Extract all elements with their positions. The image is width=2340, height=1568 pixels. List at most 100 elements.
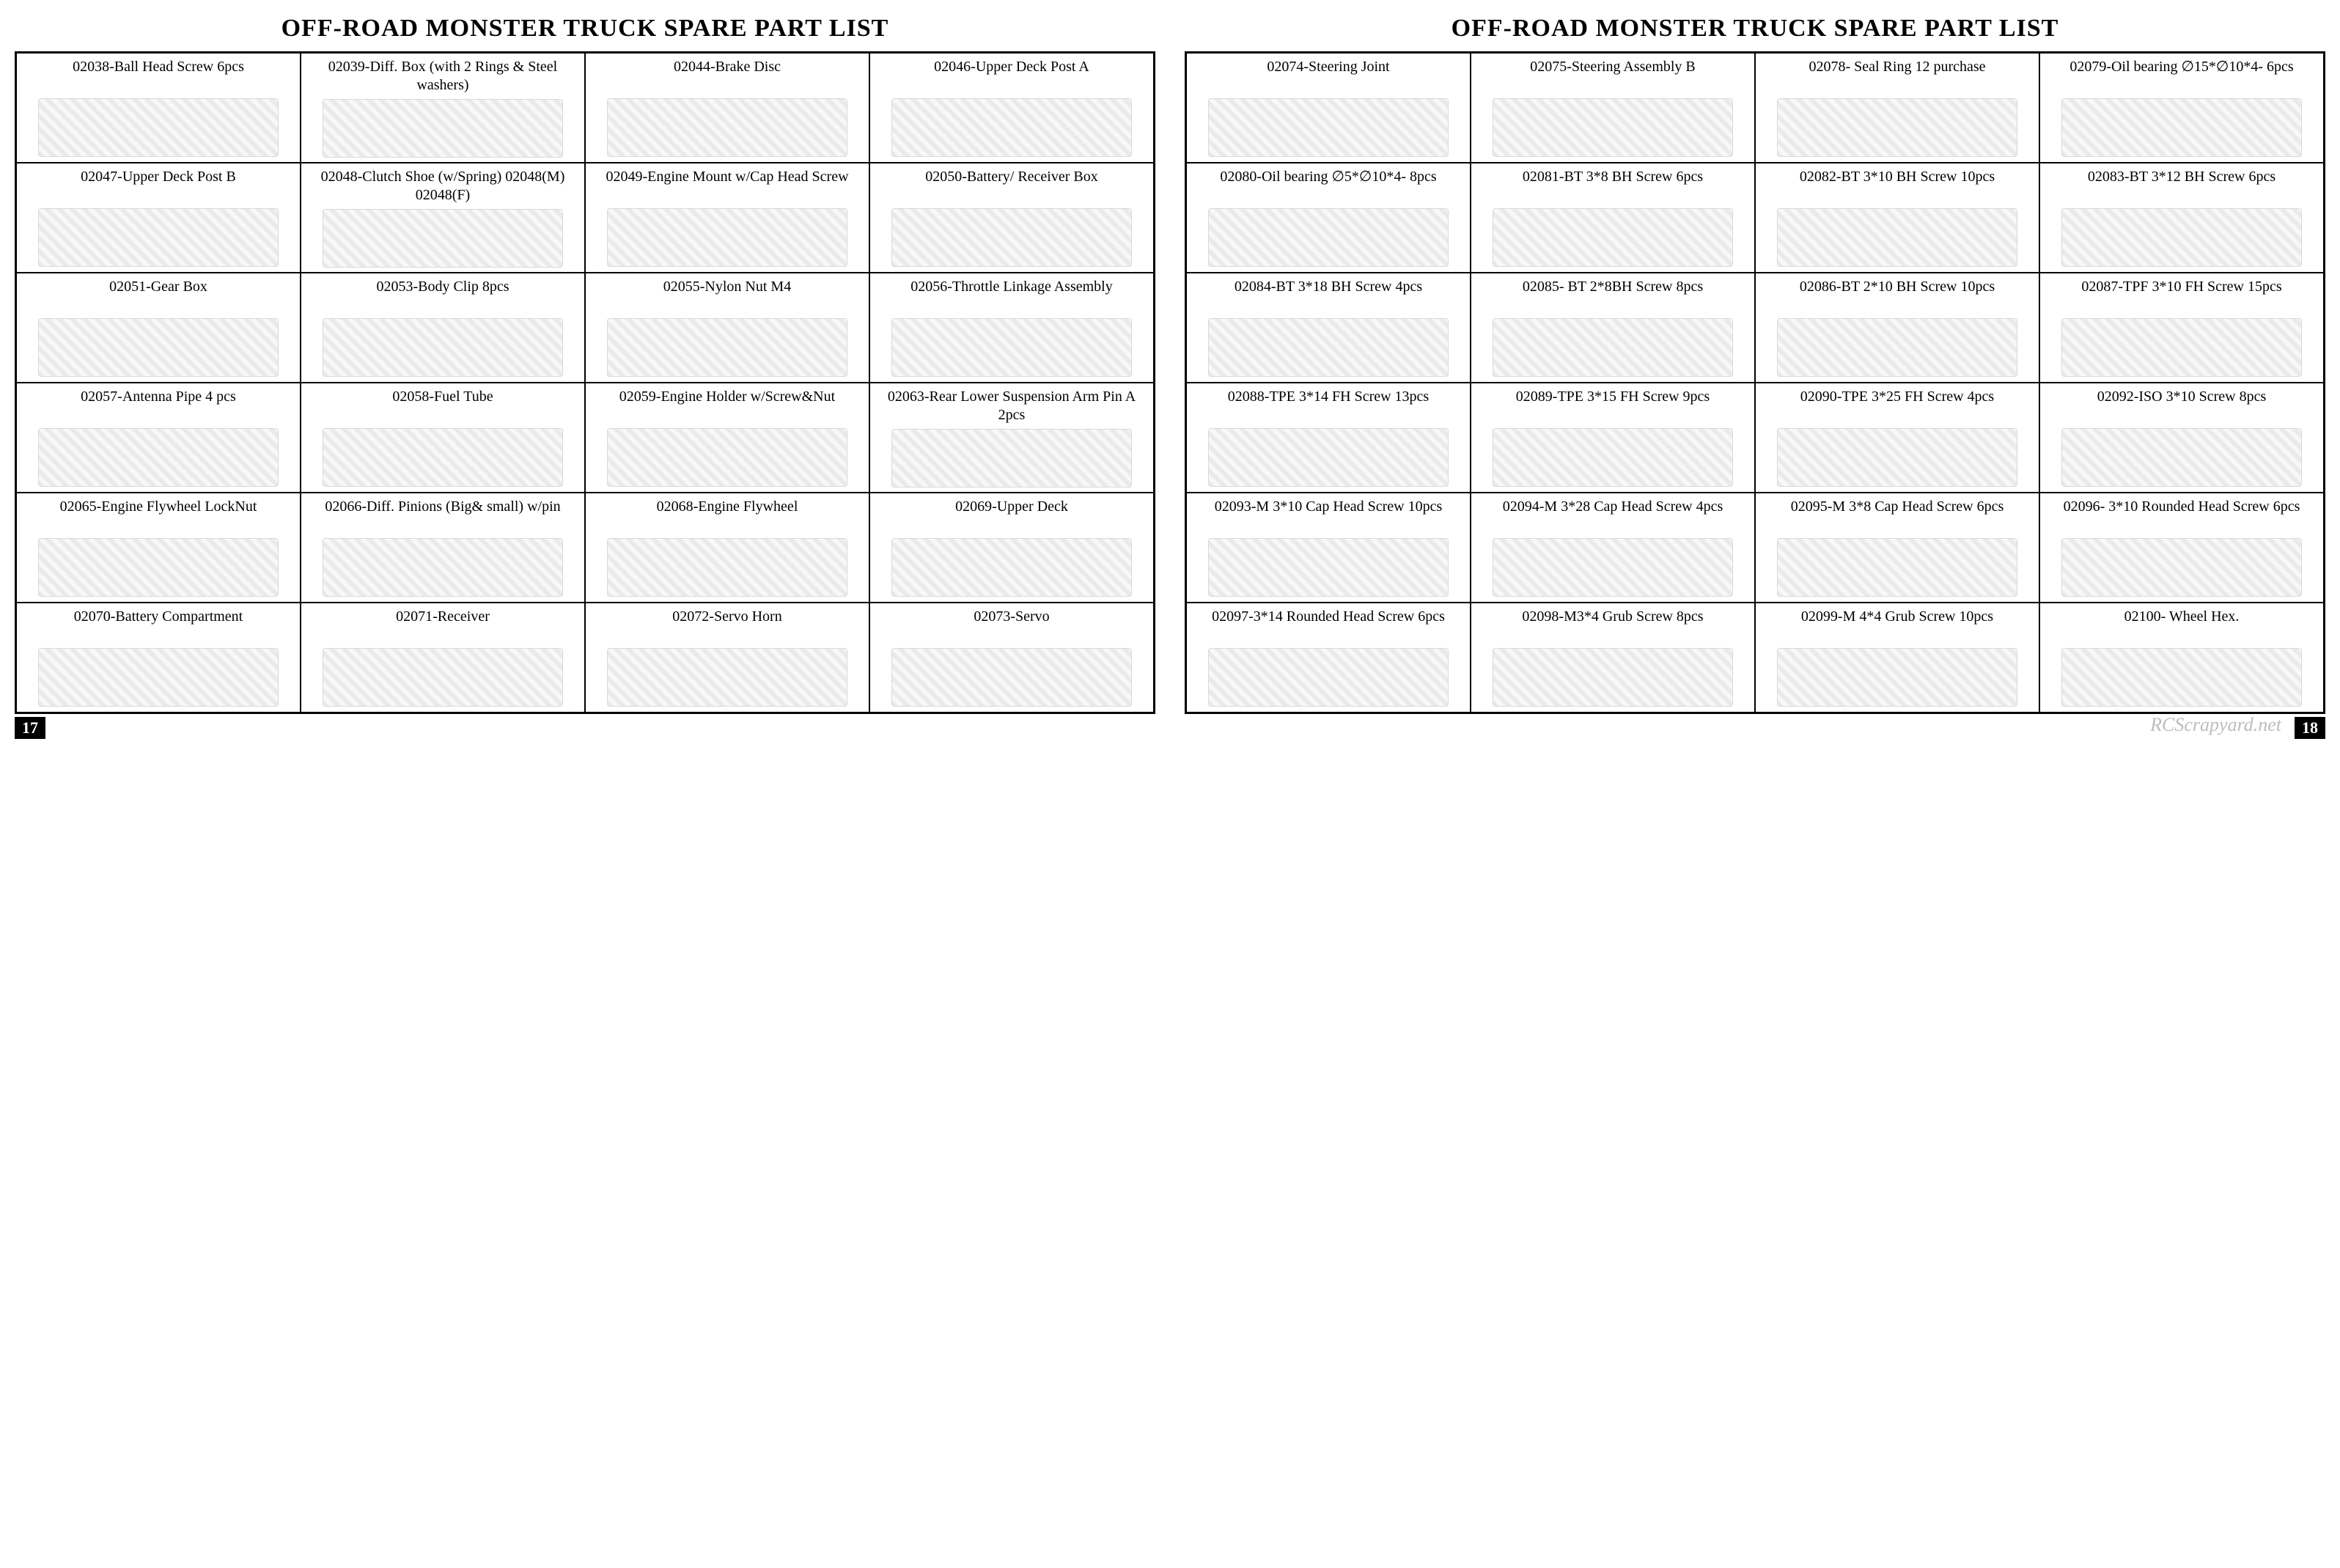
part-illustration: [307, 536, 578, 599]
illustration-placeholder: [1208, 648, 1449, 707]
part-label: 02063-Rear Lower Suspension Arm Pin A 2p…: [876, 388, 1147, 424]
part-label: 02089-TPE 3*15 FH Screw 9pcs: [1477, 388, 1748, 423]
part-cell: 02082-BT 3*10 BH Screw 10pcs: [1755, 163, 2039, 273]
part-illustration: [23, 426, 294, 489]
part-cell: 02044-Brake Disc: [585, 53, 869, 163]
part-cell: 02074-Steering Joint: [1186, 53, 1471, 163]
part-illustration: [2046, 426, 2317, 489]
page-right: OFF-ROAD MONSTER TRUCK SPARE PART LIST 0…: [1185, 15, 2325, 714]
part-cell: 02089-TPE 3*15 FH Screw 9pcs: [1471, 383, 1755, 493]
part-cell: 02080-Oil bearing ∅5*∅10*4- 8pcs: [1186, 163, 1471, 273]
illustration-placeholder: [1493, 648, 1733, 707]
part-cell: 02090-TPE 3*25 FH Screw 4pcs: [1755, 383, 2039, 493]
part-label: 02049-Engine Mount w/Cap Head Screw: [592, 168, 863, 203]
part-illustration: [307, 207, 578, 269]
part-cell: 02087-TPF 3*10 FH Screw 15pcs: [2039, 273, 2324, 383]
part-label: 02074-Steering Joint: [1193, 58, 1464, 93]
part-illustration: [876, 646, 1147, 709]
illustration-placeholder: [1208, 428, 1449, 487]
part-cell: 02039-Diff. Box (with 2 Rings & Steel wa…: [301, 53, 585, 163]
part-label: 02044-Brake Disc: [592, 58, 863, 93]
part-illustration: [1193, 206, 1464, 269]
part-illustration: [592, 96, 863, 159]
part-illustration: [876, 536, 1147, 599]
illustration-placeholder: [1777, 538, 2017, 597]
illustration-placeholder: [607, 538, 847, 597]
illustration-placeholder: [891, 98, 1132, 157]
illustration-placeholder: [1208, 208, 1449, 267]
illustration-placeholder: [1208, 318, 1449, 377]
part-illustration: [876, 206, 1147, 269]
illustration-placeholder: [2061, 428, 2302, 487]
part-cell: 02051-Gear Box: [16, 273, 301, 383]
part-label: 02069-Upper Deck: [876, 498, 1147, 533]
illustration-placeholder: [891, 208, 1132, 267]
part-cell: 02056-Throttle Linkage Assembly: [869, 273, 1154, 383]
illustration-placeholder: [607, 208, 847, 267]
part-illustration: [1477, 316, 1748, 379]
illustration-placeholder: [1777, 648, 2017, 707]
part-cell: 02065-Engine Flywheel LockNut: [16, 493, 301, 603]
parts-grid-right: 02074-Steering Joint02075-Steering Assem…: [1185, 51, 2325, 714]
part-label: 02058-Fuel Tube: [307, 388, 578, 423]
part-cell: 02096- 3*10 Rounded Head Screw 6pcs: [2039, 493, 2324, 603]
part-label: 02059-Engine Holder w/Screw&Nut: [592, 388, 863, 423]
part-label: 02096- 3*10 Rounded Head Screw 6pcs: [2046, 498, 2317, 533]
part-illustration: [307, 426, 578, 489]
part-illustration: [1477, 206, 1748, 269]
part-cell: 02084-BT 3*18 BH Screw 4pcs: [1186, 273, 1471, 383]
part-cell: 02075-Steering Assembly B: [1471, 53, 1755, 163]
illustration-placeholder: [38, 208, 279, 267]
part-label: 02051-Gear Box: [23, 278, 294, 313]
illustration-placeholder: [891, 538, 1132, 597]
part-illustration: [23, 536, 294, 599]
part-illustration: [1762, 96, 2033, 159]
part-illustration: [876, 96, 1147, 159]
illustration-placeholder: [323, 318, 563, 377]
part-cell: 02069-Upper Deck: [869, 493, 1154, 603]
part-cell: 02058-Fuel Tube: [301, 383, 585, 493]
part-cell: 02048-Clutch Shoe (w/Spring) 02048(M) 02…: [301, 163, 585, 273]
part-label: 02055-Nylon Nut M4: [592, 278, 863, 313]
part-illustration: [1193, 646, 1464, 709]
part-illustration: [592, 316, 863, 379]
part-cell: 02063-Rear Lower Suspension Arm Pin A 2p…: [869, 383, 1154, 493]
part-label: 02080-Oil bearing ∅5*∅10*4- 8pcs: [1193, 168, 1464, 203]
part-illustration: [2046, 646, 2317, 709]
part-label: 02083-BT 3*12 BH Screw 6pcs: [2046, 168, 2317, 203]
part-cell: 02073-Servo: [869, 603, 1154, 713]
part-label: 02087-TPF 3*10 FH Screw 15pcs: [2046, 278, 2317, 313]
part-illustration: [1477, 536, 1748, 599]
illustration-placeholder: [891, 429, 1132, 487]
illustration-placeholder: [38, 318, 279, 377]
part-cell: 02094-M 3*28 Cap Head Screw 4pcs: [1471, 493, 1755, 603]
part-cell: 02081-BT 3*8 BH Screw 6pcs: [1471, 163, 1755, 273]
part-illustration: [23, 646, 294, 709]
part-illustration: [2046, 96, 2317, 159]
part-illustration: [1477, 426, 1748, 489]
page-left: OFF-ROAD MONSTER TRUCK SPARE PART LIST 0…: [15, 15, 1155, 714]
part-illustration: [1762, 646, 2033, 709]
illustration-placeholder: [1493, 428, 1733, 487]
illustration-placeholder: [1777, 318, 2017, 377]
part-cell: 02100- Wheel Hex.: [2039, 603, 2324, 713]
part-illustration: [592, 206, 863, 269]
part-label: 02066-Diff. Pinions (Big& small) w/pin: [307, 498, 578, 533]
part-cell: 02095-M 3*8 Cap Head Screw 6pcs: [1755, 493, 2039, 603]
illustration-placeholder: [607, 98, 847, 157]
part-illustration: [876, 316, 1147, 379]
illustration-placeholder: [1208, 538, 1449, 597]
part-cell: 02059-Engine Holder w/Screw&Nut: [585, 383, 869, 493]
part-cell: 02093-M 3*10 Cap Head Screw 10pcs: [1186, 493, 1471, 603]
part-cell: 02088-TPE 3*14 FH Screw 13pcs: [1186, 383, 1471, 493]
part-label: 02095-M 3*8 Cap Head Screw 6pcs: [1762, 498, 2033, 533]
illustration-placeholder: [38, 538, 279, 597]
part-label: 02070-Battery Compartment: [23, 608, 294, 643]
part-illustration: [2046, 316, 2317, 379]
illustration-placeholder: [1777, 428, 2017, 487]
illustration-placeholder: [1493, 208, 1733, 267]
part-label: 02057-Antenna Pipe 4 pcs: [23, 388, 294, 423]
part-cell: 02083-BT 3*12 BH Screw 6pcs: [2039, 163, 2324, 273]
part-cell: 02068-Engine Flywheel: [585, 493, 869, 603]
part-label: 02048-Clutch Shoe (w/Spring) 02048(M) 02…: [307, 168, 578, 205]
